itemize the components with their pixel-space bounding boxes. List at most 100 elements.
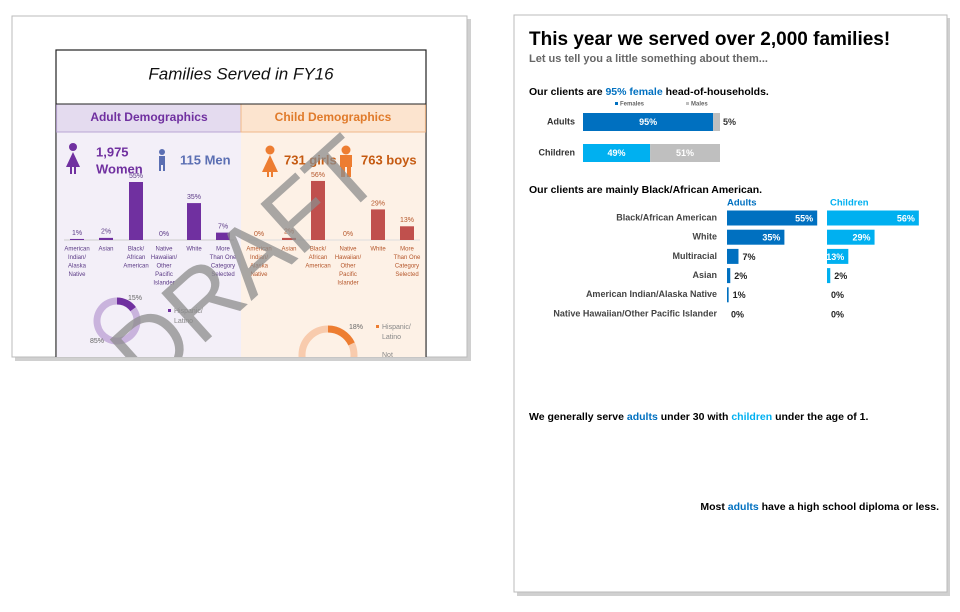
value-label: 0%	[343, 231, 353, 238]
category-label: Hawaiian/	[151, 255, 178, 261]
value-label: 0%	[831, 290, 844, 300]
value-label: 29%	[853, 233, 871, 243]
value-label: 85%	[90, 338, 104, 345]
girl-icon	[262, 145, 278, 177]
category-label: Black/	[128, 247, 145, 253]
bar	[727, 287, 729, 303]
sentence: Our clients are mainly Black/African Ame…	[529, 184, 762, 196]
category-label: White	[693, 232, 718, 242]
donut-slice	[327, 325, 355, 346]
legend-label: Latino	[174, 318, 193, 325]
value-label: 7%	[742, 252, 755, 262]
category-label: White	[186, 247, 202, 253]
value-label: 55%	[795, 213, 813, 223]
category-label: Asian	[281, 247, 296, 253]
legend-label: Hispanic/	[174, 308, 203, 315]
category-label: Native Hawaiian/Other Pacific Islander	[553, 308, 717, 318]
category-label: Selected	[211, 272, 234, 278]
category-label: Than One	[210, 255, 237, 261]
sentence-part: adults	[728, 501, 759, 513]
sentence-part: head-of-households.	[663, 86, 769, 98]
bar-segment	[713, 113, 720, 131]
bar	[727, 248, 739, 264]
bar	[282, 237, 296, 240]
value-label: 35%	[187, 194, 201, 201]
category-label: African	[309, 255, 328, 261]
heading: Adult Demographics	[90, 110, 208, 124]
series-header: Children	[830, 198, 869, 209]
bar	[99, 237, 113, 240]
boy-icon	[340, 145, 352, 177]
legend-swatch	[686, 102, 689, 105]
category-label: American	[246, 247, 271, 253]
value-label: 7%	[218, 223, 228, 230]
value-label: 0%	[159, 231, 169, 238]
sentence-part: have a high school diploma or less.	[759, 501, 939, 513]
bar-segment	[650, 144, 720, 162]
category-label: African	[127, 255, 146, 261]
value-label: 56%	[897, 213, 915, 223]
women-count: 1,975	[96, 144, 129, 159]
boys: 763 boys	[361, 152, 417, 167]
category-label: Other	[340, 264, 355, 270]
doc-title: Families Served in FY16	[148, 64, 334, 83]
value-label: 49%	[608, 148, 626, 158]
value-label: 29%	[371, 200, 385, 207]
sentence-part: Most	[700, 501, 727, 513]
value-label: 18%	[349, 324, 363, 331]
category-label: Alaska	[250, 264, 269, 270]
category-label: More	[216, 247, 230, 253]
bar	[727, 210, 818, 226]
bar	[311, 180, 325, 240]
value-label: 1%	[72, 230, 82, 237]
category-label: Native	[68, 272, 86, 278]
category-label: More	[400, 247, 414, 253]
category-label: Black/	[310, 247, 327, 253]
sentence-part: children	[731, 411, 772, 423]
value-label: 0%	[831, 309, 844, 319]
heading: Child Demographics	[275, 110, 392, 124]
category-label: Category	[395, 264, 419, 270]
category-label: Pacific	[339, 272, 357, 278]
bar-segment	[583, 113, 714, 131]
left-doc: Families Served in FY16 Adult Demographi…	[55, 49, 427, 357]
adult-header	[56, 103, 242, 133]
sentence: Most adults have a high school diploma o…	[700, 501, 939, 513]
report-subtitle: Let us tell you a little something about…	[529, 53, 768, 65]
right-card	[513, 14, 948, 593]
adult-panel	[56, 104, 241, 357]
category-label: Asian	[692, 270, 717, 280]
category-label: Asian	[98, 247, 113, 253]
legend-label: Males	[691, 102, 708, 108]
category-label: Alaska	[68, 264, 87, 270]
bar	[827, 248, 849, 264]
category-label: American	[64, 247, 89, 253]
category-label: Native	[250, 272, 268, 278]
value-label: 13%	[400, 217, 414, 224]
category-label: Selected	[395, 272, 418, 278]
sentence-part: 95% female	[605, 86, 662, 98]
category-label: Islander	[337, 281, 358, 287]
series-header: Adults	[727, 198, 757, 209]
bar	[827, 210, 919, 226]
bar	[70, 238, 84, 240]
sentence: Our clients are 95% female head-of-house…	[529, 86, 769, 98]
legend-label: Hispanic/	[382, 324, 411, 331]
value-label: 13%	[826, 252, 844, 262]
category-label: American	[123, 264, 148, 270]
sentence-part: adults	[627, 411, 658, 423]
value-label: 5%	[723, 117, 736, 127]
value-label: 56%	[311, 172, 325, 179]
right-doc: This year we served over 2,000 families!…	[529, 29, 939, 513]
man-icon	[159, 149, 165, 171]
bar	[727, 268, 731, 284]
sentence-part: Our clients are mainly Black/African Ame…	[529, 184, 762, 196]
value-label: 2%	[284, 229, 294, 236]
legend-label: Females	[620, 102, 645, 108]
bar	[727, 229, 785, 245]
value-label: 0%	[731, 309, 744, 319]
value-label: 55%	[129, 173, 143, 180]
women-label: Women	[96, 161, 143, 176]
category-label: White	[370, 247, 386, 253]
value-label: 15%	[128, 295, 142, 302]
